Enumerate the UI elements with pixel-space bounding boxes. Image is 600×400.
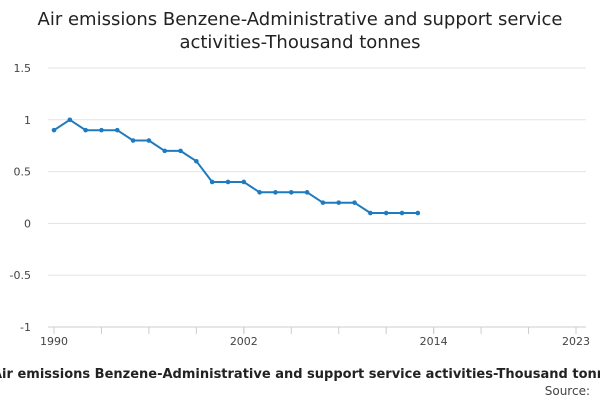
data-point[interactable] bbox=[399, 210, 405, 216]
data-point[interactable] bbox=[51, 127, 57, 133]
data-point[interactable] bbox=[130, 138, 136, 143]
y-tick-label: -0.5 bbox=[10, 269, 31, 282]
data-point[interactable] bbox=[415, 210, 421, 216]
data-point[interactable] bbox=[352, 200, 357, 205]
data-point[interactable] bbox=[241, 179, 247, 185]
y-tick-label: 0 bbox=[24, 217, 31, 230]
data-point[interactable] bbox=[320, 200, 326, 205]
x-axis: 1990 2002 2014 2023 bbox=[40, 326, 590, 348]
legend: Air emissions Benzene-Administrative and… bbox=[0, 367, 600, 382]
y-tick-label: 1.5 bbox=[14, 62, 32, 75]
data-point[interactable] bbox=[209, 179, 215, 185]
source-label: Source: bbox=[544, 384, 590, 398]
data-point[interactable] bbox=[67, 117, 73, 123]
data-point[interactable] bbox=[257, 190, 262, 195]
data-point[interactable] bbox=[114, 127, 120, 133]
data-point[interactable] bbox=[99, 127, 104, 133]
data-point[interactable] bbox=[162, 148, 168, 154]
data-point[interactable] bbox=[336, 200, 342, 205]
data-point[interactable] bbox=[273, 190, 278, 195]
data-point[interactable] bbox=[383, 210, 389, 216]
y-tick-label: 1 bbox=[24, 114, 31, 127]
series-line bbox=[53, 118, 418, 214]
legend-item-label: Air emissions Benzene-Administrative and… bbox=[0, 367, 600, 382]
data-point[interactable] bbox=[83, 127, 88, 133]
x-tick-label: 2023 bbox=[562, 335, 590, 348]
data-point[interactable] bbox=[178, 148, 183, 154]
grid-lines bbox=[48, 67, 586, 328]
x-tick-label: 2002 bbox=[230, 335, 258, 348]
y-tick-label: 0.5 bbox=[14, 166, 32, 179]
x-tick-label: 1990 bbox=[40, 335, 68, 348]
data-point[interactable] bbox=[288, 190, 294, 195]
data-point[interactable] bbox=[225, 179, 231, 185]
chart-title-line-1: Air emissions Benzene-Administrative and… bbox=[37, 9, 563, 30]
x-tick-label: 2014 bbox=[420, 335, 448, 348]
series-layer bbox=[51, 117, 421, 216]
data-point[interactable] bbox=[146, 138, 152, 143]
chart-title: Air emissions Benzene-Administrative and… bbox=[0, 8, 600, 54]
y-axis: 1.5 1 0.5 0 -0.5 -1 bbox=[10, 62, 31, 334]
data-point[interactable] bbox=[304, 190, 310, 195]
chart-title-line-2: activities-Thousand tonnes bbox=[179, 32, 421, 53]
y-tick-label: -1 bbox=[20, 321, 31, 334]
data-point[interactable] bbox=[194, 158, 199, 164]
data-point[interactable] bbox=[368, 210, 373, 216]
